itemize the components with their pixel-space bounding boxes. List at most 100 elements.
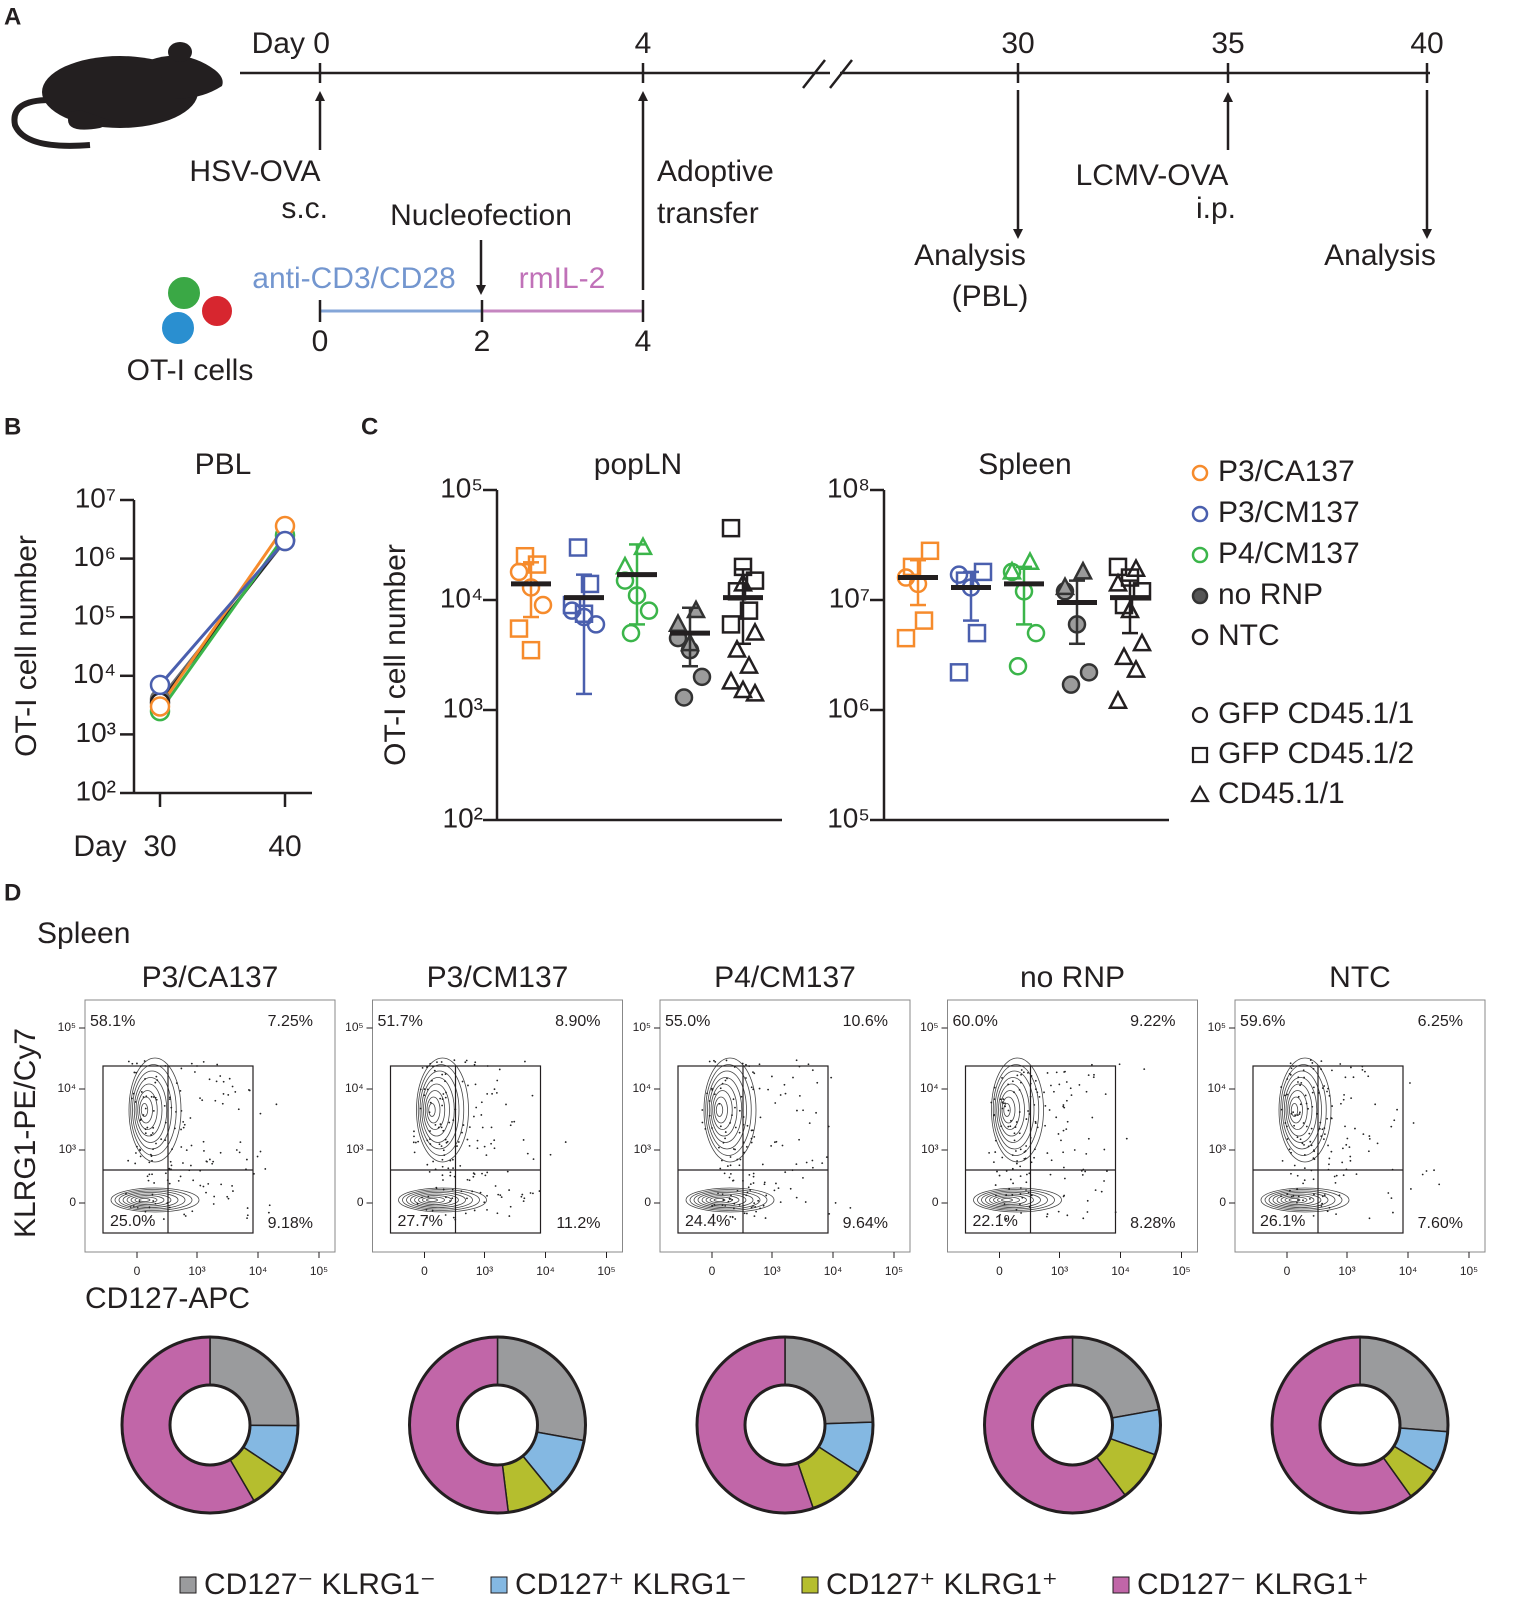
event-label: (PBL) [952,280,1029,313]
event-dot [180,1109,183,1112]
event-dot [423,1088,426,1090]
y-tick-label: 10⁸ [827,472,870,503]
event-dot [1318,1127,1321,1130]
donut-hole [456,1383,539,1467]
event-dot [1103,1148,1106,1151]
event-dot [429,1062,432,1065]
event-dot [1018,1132,1021,1135]
event-dot [1307,1145,1310,1148]
event-dot [1011,1080,1014,1083]
event-dot [811,1159,814,1162]
event-dot [1125,1137,1128,1140]
event-dot [1280,1086,1283,1088]
event-dot [1063,1194,1066,1197]
event-dot [462,1124,465,1126]
quadrant-label: 25.0% [110,1213,155,1230]
event-dot [1307,1107,1309,1110]
event-dot [498,1068,501,1071]
event-dot [129,1206,132,1208]
contour [714,1096,728,1124]
event-dot [442,1149,445,1152]
event-dot [849,1206,852,1209]
point [1026,623,1046,643]
legend-marker [1190,784,1210,803]
event-dot [759,1116,762,1119]
event-dot [1082,1217,1085,1220]
event-dot [828,1212,831,1215]
event-dot [148,1173,151,1176]
event-dot [179,1175,182,1178]
event-dot [202,1140,205,1143]
event-dot [464,1212,467,1215]
event-dot [448,1121,451,1124]
event-dot [148,1206,151,1209]
event-dot [208,1078,211,1081]
event-dot [486,1208,488,1211]
flow-plot: 22.1% 8.28% 9.22% 60.0% 0 0 10³ 10³ 10⁴ 10⁴ 10⁵ 10⁵ [920,999,1198,1278]
event-dot [222,1080,225,1083]
panel-label: C [361,413,378,440]
event-dot [1028,1113,1031,1115]
event-dot [1046,1213,1049,1215]
event-dot [1005,1217,1008,1220]
event-dot [496,1212,499,1215]
event-dot [180,1128,182,1131]
event-dot [830,1076,833,1079]
point [509,619,529,638]
contour [1283,1077,1318,1143]
event-dot [461,1080,464,1083]
event-dot [1078,1084,1081,1086]
contour [701,1193,747,1207]
event-dot [169,1160,172,1163]
event-dot [750,1141,753,1144]
event-dot [1284,1094,1286,1097]
event-dot [1033,1104,1036,1106]
event-dot [1028,1172,1031,1175]
gate [964,1065,1117,1234]
gate [389,1065,542,1234]
legend-marker [1191,746,1209,764]
event-dot [738,1203,741,1206]
event-dot [764,1217,767,1219]
contour [414,1193,459,1207]
event-dot [1396,1108,1398,1111]
event-dot [190,1144,193,1147]
event-dot [1309,1059,1312,1061]
event-dot [1302,1122,1305,1124]
event-dot [155,1142,157,1145]
event-dot [1310,1127,1313,1130]
event-dot [1326,1210,1329,1213]
event-dot [999,1098,1002,1101]
point [1107,572,1129,592]
timeline-ticks [318,63,1429,83]
event-dot [180,1067,183,1070]
x-tick-label: 10³ [1051,1264,1068,1278]
contour [114,1189,193,1211]
contour [134,1196,158,1204]
event-dot [168,1206,171,1209]
event-dot [1066,1214,1069,1217]
event-dot [1367,1075,1370,1078]
quadrant-label: 7.25% [268,1013,313,1030]
point [685,599,707,619]
event-dot [1062,1129,1065,1132]
point [621,623,641,643]
event-dot [526,1152,529,1155]
event-dot [1289,1062,1292,1065]
event-dot [1034,1148,1036,1151]
point [896,628,916,648]
event-dot [177,1180,180,1182]
event-dot [509,1124,512,1127]
event-dot [156,1079,159,1081]
donut-outline [983,1335,1162,1515]
event-dot [431,1209,434,1212]
quadrant-label: 8.28% [1130,1215,1175,1232]
event-dot [164,1121,167,1124]
event-dot [708,1060,711,1063]
contour [126,1193,172,1207]
y-tick-label: 10⁴ [345,1081,364,1095]
point [721,518,741,538]
event-dot [480,1114,483,1116]
event-dot [1001,1107,1004,1110]
contour [994,1070,1035,1150]
